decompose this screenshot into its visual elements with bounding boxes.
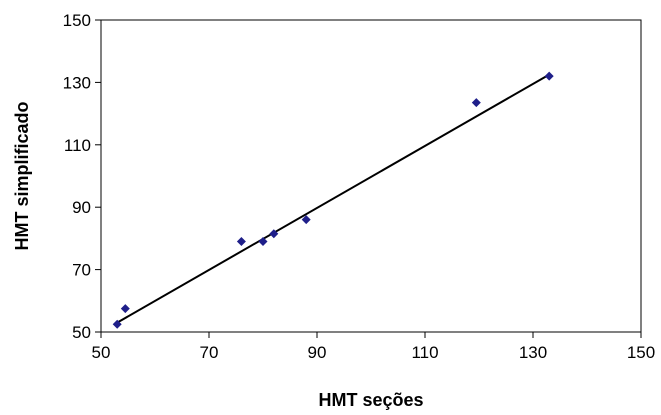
x-axis-title: HMT seções	[318, 390, 423, 410]
x-tick-label: 90	[308, 343, 327, 362]
data-points	[112, 71, 554, 329]
trendline	[116, 73, 550, 324]
x-tick-label: 70	[200, 343, 219, 362]
data-point	[236, 237, 246, 247]
y-tick-label: 70	[72, 261, 91, 280]
data-point	[301, 215, 311, 225]
y-tick-label: 150	[63, 11, 91, 30]
x-tick-label: 130	[519, 343, 547, 362]
data-point	[120, 304, 130, 314]
data-point	[471, 98, 481, 108]
x-tick-label: 150	[627, 343, 655, 362]
x-tick-label: 50	[92, 343, 111, 362]
y-tick-label: 110	[64, 136, 91, 155]
y-tick-label: 130	[63, 73, 91, 92]
y-tick-label: 50	[72, 323, 91, 342]
data-point	[269, 229, 279, 239]
x-tick-label: 110	[411, 343, 438, 362]
y-axis-title: HMT simplificado	[12, 101, 32, 250]
data-point	[112, 319, 122, 329]
y-axis-ticks: 50 70 90 110 130 150	[63, 11, 101, 342]
x-axis-ticks: 50 70 90 110 130 150	[92, 332, 655, 362]
data-point	[258, 237, 268, 247]
y-tick-label: 90	[72, 198, 91, 217]
trendline-group	[116, 73, 550, 324]
data-point	[544, 71, 554, 81]
